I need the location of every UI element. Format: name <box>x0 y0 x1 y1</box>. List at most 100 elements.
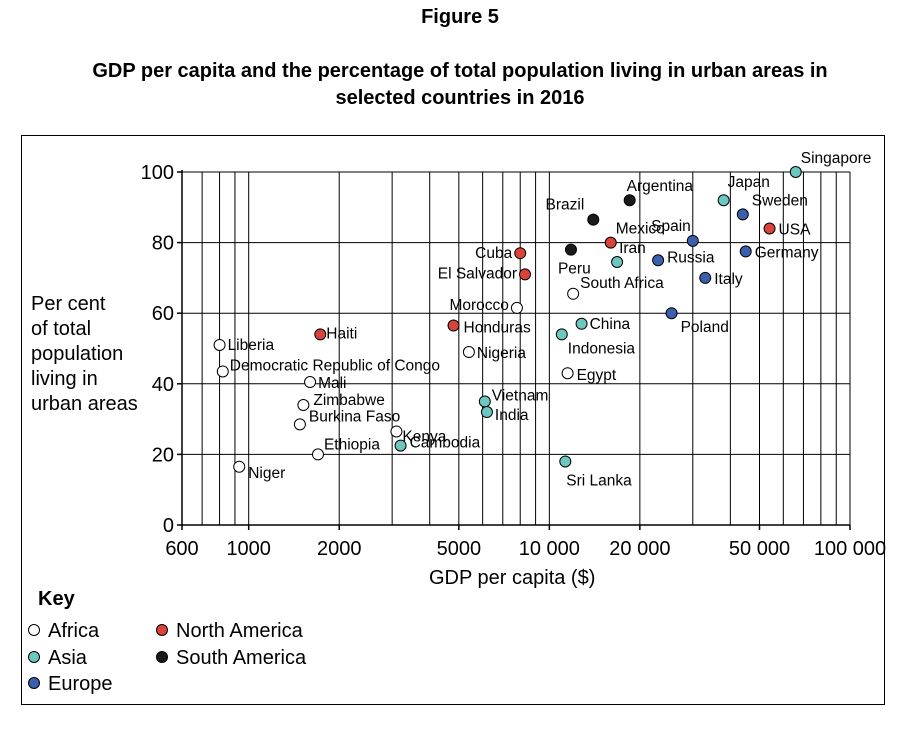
point-label-cambodia: Cambodia <box>410 435 481 452</box>
point-label-vietnam: Vietnam <box>492 387 549 404</box>
data-point-cambodia <box>394 439 407 452</box>
point-label-egypt: Egypt <box>577 367 617 384</box>
x-tick-label: 10 000 <box>519 538 580 560</box>
point-label-usa: USA <box>779 221 812 238</box>
x-tick-label: 600 <box>165 538 198 560</box>
x-axis-label: GDP per capita ($) <box>429 567 596 589</box>
point-label-burkina-faso: Burkina Faso <box>309 408 400 425</box>
point-label-mali: Mali <box>318 375 346 392</box>
x-tick-label: 1000 <box>226 538 271 560</box>
data-point-germany <box>739 245 752 258</box>
data-point-haiti <box>314 328 327 341</box>
point-label-japan: Japan <box>728 174 770 191</box>
data-point-cuba <box>514 247 527 260</box>
point-label-cuba: Cuba <box>475 245 512 262</box>
point-label-brazil: Brazil <box>546 197 585 214</box>
data-point-iran <box>611 256 624 269</box>
point-label-kenya: Kenya <box>402 428 446 445</box>
y-tick-label: 40 <box>152 374 174 396</box>
y-axis-label: Per cent of total population living in urban… <box>31 292 138 417</box>
data-point-peru <box>564 243 577 256</box>
point-label-germany: Germany <box>755 244 819 261</box>
data-point-niger <box>233 460 246 473</box>
data-point-ethiopia <box>311 448 324 461</box>
data-point-honduras <box>447 319 460 332</box>
legend-item-north-america: North America <box>156 620 303 643</box>
data-point-egypt <box>561 367 574 380</box>
legend-item-south-america: South America <box>156 647 306 670</box>
legend-item-africa: Africa <box>28 620 99 643</box>
data-point-japan <box>717 194 730 207</box>
data-point-poland <box>665 307 678 320</box>
point-label-zimbabwe: Zimbabwe <box>313 392 385 409</box>
legend: Key <box>38 588 75 611</box>
point-label-indonesia: Indonesia <box>568 340 636 357</box>
point-label-nigeria: Nigeria <box>477 345 526 362</box>
data-point-burkina-faso <box>293 418 306 431</box>
y-axis-label-line: living in <box>31 368 98 390</box>
point-label-democratic-republic-of-congo: Democratic Republic of Congo <box>230 357 440 374</box>
data-point-singapore <box>789 166 802 178</box>
point-label-mexico: Mexico <box>616 221 665 238</box>
y-tick-label: 60 <box>152 303 174 325</box>
chart-title-line-2: selected countries in 2016 <box>335 87 585 109</box>
point-label-spain: Spain <box>651 218 691 235</box>
x-tick-label: 100 000 <box>814 538 886 560</box>
legend-label-europe: Europe <box>48 673 113 695</box>
y-tick-label: 0 <box>163 515 174 537</box>
point-label-sri-lanka: Sri Lanka <box>566 472 632 489</box>
data-point-india <box>480 406 493 419</box>
data-point-morocco <box>510 301 523 314</box>
legend-marker-asia <box>28 650 40 663</box>
data-point-usa <box>763 222 776 235</box>
y-tick-label: 100 <box>141 162 174 184</box>
point-label-haiti: Haiti <box>326 325 357 342</box>
point-label-russia: Russia <box>667 249 715 266</box>
y-axis-label-line: Per cent <box>31 293 106 315</box>
y-axis-label-line: urban areas <box>31 393 138 415</box>
data-point-russia <box>652 254 665 267</box>
point-label-liberia: Liberia <box>228 337 275 354</box>
point-label-morocco: Morocco <box>449 297 508 314</box>
x-tick-label: 20 000 <box>609 538 670 560</box>
point-label-india: India <box>495 407 529 424</box>
data-point-indonesia <box>555 328 568 341</box>
legend-marker-south-america <box>156 650 168 663</box>
data-point-zimbabwe <box>297 398 310 411</box>
data-point-south-africa <box>567 287 580 300</box>
point-label-south-africa: South Africa <box>580 275 664 292</box>
data-point-mexico <box>604 236 617 249</box>
point-label-china: China <box>590 316 631 333</box>
legend-item-asia: Asia <box>28 647 87 670</box>
legend-label-africa: Africa <box>48 620 100 642</box>
legend-marker-africa <box>28 623 40 636</box>
legend-marker-europe <box>28 676 40 689</box>
point-label-sweden: Sweden <box>752 192 808 209</box>
point-label-singapore: Singapore <box>801 150 872 167</box>
data-point-italy <box>699 271 712 284</box>
figure-frame <box>21 135 885 705</box>
data-point-china <box>575 317 588 330</box>
point-label-peru: Peru <box>558 261 591 278</box>
data-point-liberia <box>213 338 226 351</box>
chart-title: GDP per capita and the percentage of tot… <box>40 58 880 112</box>
legend-label-asia: Asia <box>48 647 87 669</box>
legend-label-south-america: South America <box>176 647 307 669</box>
point-label-honduras: Honduras <box>464 320 531 337</box>
point-label-italy: Italy <box>714 271 743 288</box>
data-point-sri-lanka <box>559 455 572 468</box>
point-label-el-salvador: El Salvador <box>438 265 517 282</box>
x-tick-label: 5000 <box>437 538 482 560</box>
point-label-ethiopia: Ethiopia <box>324 436 380 453</box>
data-point-spain <box>686 234 699 247</box>
legend-title: Key <box>38 588 75 610</box>
legend-marker-north-america <box>156 623 168 636</box>
data-point-el-salvador <box>519 268 532 281</box>
y-tick-label: 80 <box>152 233 174 255</box>
y-axis-label-line: of total <box>31 318 92 340</box>
x-tick-label: 2000 <box>317 538 362 560</box>
legend-item-europe: Europe <box>28 673 113 696</box>
data-point-democratic-republic-of-congo <box>216 365 229 378</box>
figure-label: Figure 5 <box>421 6 499 28</box>
